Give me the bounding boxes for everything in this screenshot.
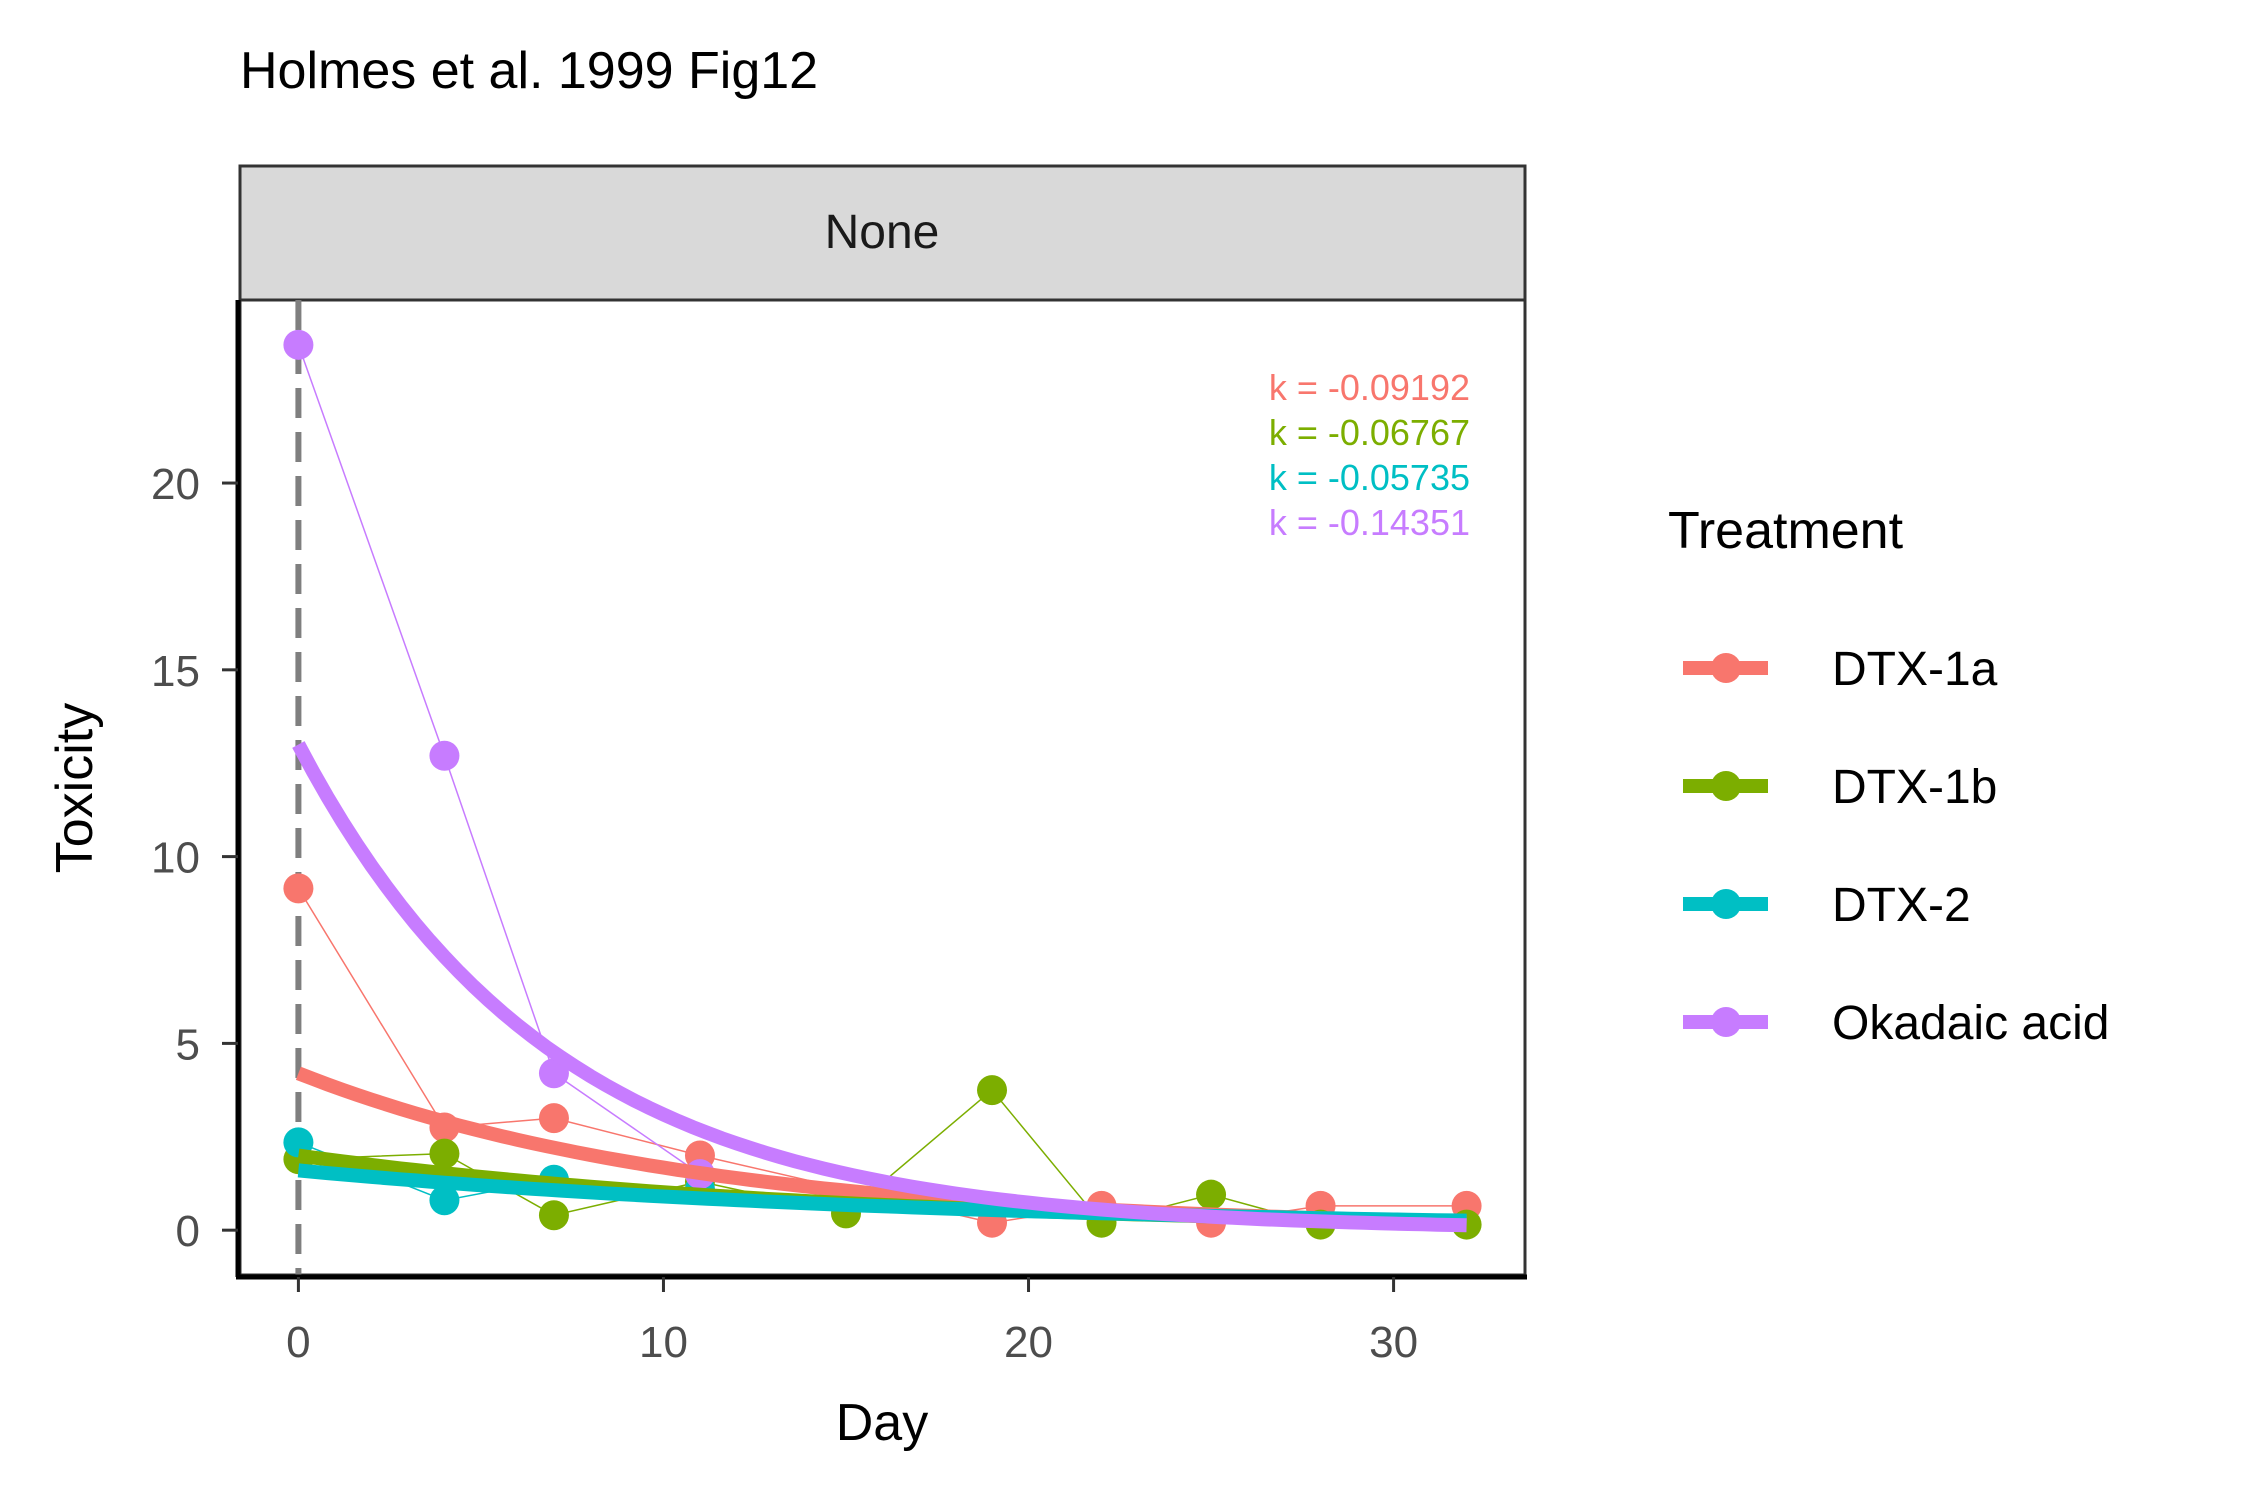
data-point-1-1: [429, 1138, 460, 1169]
x-tick-label-0: 0: [286, 1318, 310, 1367]
legend-key-point-0: [1711, 653, 1741, 683]
k-annotation-3: k = -0.14351: [1269, 502, 1470, 543]
x-tick-label-20: 20: [1004, 1318, 1053, 1367]
legend-title: Treatment: [1668, 502, 1904, 560]
legend: Treatment DTX-1a DTX-1b DTX-2 Okadaic acid: [1668, 502, 2109, 1050]
x-tick-label-30: 30: [1369, 1318, 1418, 1367]
data-point-3-0: [283, 329, 314, 360]
plot-layer: [283, 300, 1482, 1275]
fit-curve-3: [292, 741, 1467, 1233]
data-point-1-7: [1196, 1179, 1227, 1210]
data-point-2-1: [429, 1185, 460, 1216]
facet-strip: [238, 164, 1527, 302]
data-point-0-0: [283, 873, 314, 904]
legend-entries: DTX-1a DTX-1b DTX-2 Okadaic acid: [1683, 643, 2109, 1050]
k-annotation-1: k = -0.06767: [1269, 412, 1470, 453]
data-point-0-2: [538, 1103, 569, 1134]
legend-label-2: DTX-2: [1832, 879, 1971, 932]
y-tick-label-20: 20: [151, 460, 200, 509]
k-annotation-0: k = -0.09192: [1269, 367, 1470, 408]
y-tick-label-0: 0: [176, 1207, 200, 1256]
y-tick-label-15: 15: [151, 647, 200, 696]
data-point-3-1: [429, 740, 460, 771]
y-tick-label-5: 5: [176, 1020, 200, 1069]
y-axis-label: Toxicity: [46, 703, 104, 873]
x-axis-label: Day: [836, 1394, 928, 1452]
legend-key-point-1: [1711, 771, 1741, 801]
y-tick-label-10: 10: [151, 834, 200, 883]
data-point-1-2: [538, 1200, 569, 1231]
legend-label-3: Okadaic acid: [1832, 997, 2109, 1050]
axis-layer: 0 10 20 30 0 5 10 15 20: [151, 460, 1418, 1367]
series-line-3: [297, 344, 701, 1175]
chart-title: Holmes et al. 1999 Fig12: [240, 42, 818, 100]
legend-label-1: DTX-1b: [1832, 761, 1997, 814]
facet-label: None: [825, 206, 940, 259]
plot-panel: [238, 298, 1527, 1277]
legend-key-point-3: [1711, 1007, 1741, 1037]
legend-key-point-2: [1711, 889, 1741, 919]
x-tick-label-10: 10: [639, 1318, 688, 1367]
legend-label-0: DTX-1a: [1832, 643, 1998, 696]
data-point-1-5: [977, 1075, 1008, 1106]
k-annotation-2: k = -0.05735: [1269, 457, 1470, 498]
